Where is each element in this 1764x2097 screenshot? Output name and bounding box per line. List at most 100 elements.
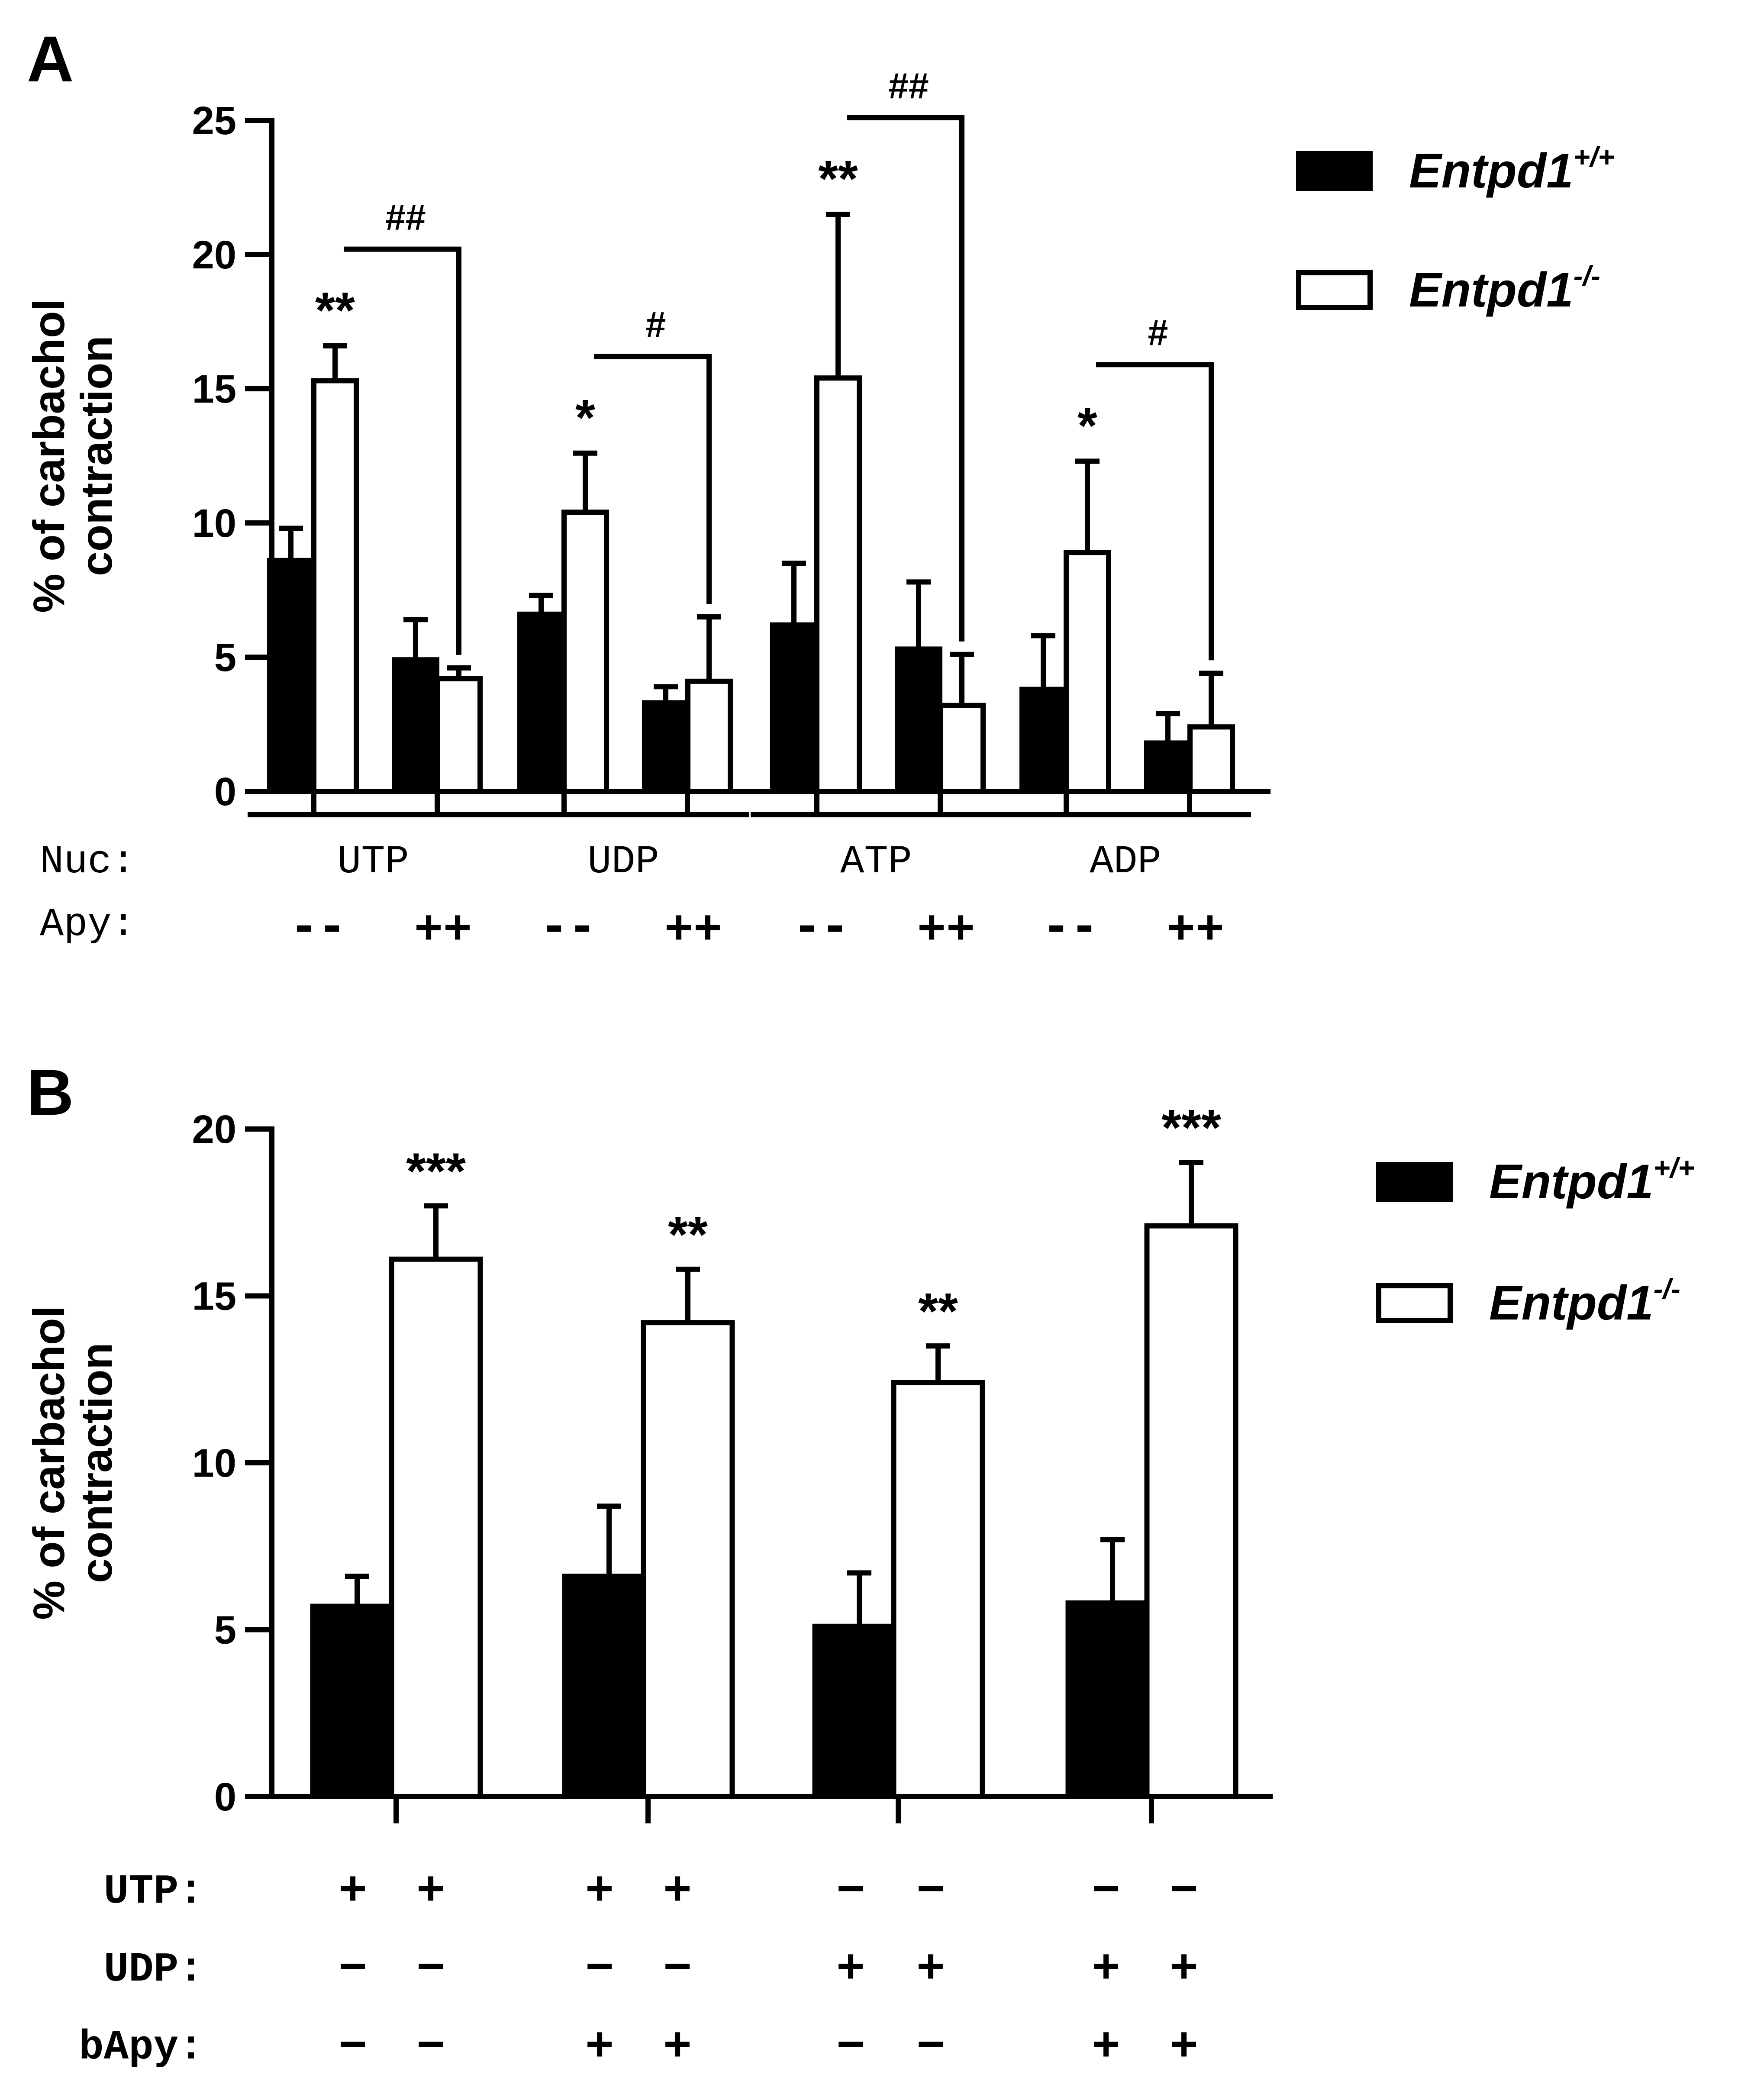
a-hash-label: # [646, 304, 666, 345]
a-bar [814, 375, 862, 794]
a-apy-sign: + [444, 900, 471, 952]
b-bar [310, 1603, 404, 1800]
panel-a-letter: A [27, 23, 74, 95]
b-condition-sign: − [339, 1939, 367, 1991]
a-hash-label: ## [385, 197, 426, 238]
b-bar [1144, 1223, 1238, 1800]
a-sig-star: ** [315, 282, 355, 339]
b-ytick-label: 10 [192, 1441, 236, 1485]
a-apy-sign: - [793, 900, 821, 952]
b-condition-sign: + [586, 2016, 613, 2069]
a-apy-sign: + [694, 900, 722, 952]
a-legend-label-wt: Entpd1+/+ [1409, 141, 1615, 198]
a-bar [895, 646, 942, 794]
a-apy-sign: + [947, 900, 974, 952]
a-hash-bracket [344, 246, 461, 655]
b-ytick-label: 20 [192, 1107, 236, 1152]
a-apy-sign: - [290, 900, 318, 952]
b-sig-star: *** [1161, 1099, 1221, 1156]
a-sig-star: ** [818, 150, 858, 207]
a-apy-row-label: Apy: [40, 902, 135, 947]
a-nuc-label: UDP [587, 839, 659, 884]
b-condition-sign: − [417, 2016, 445, 2069]
a-bar [435, 676, 483, 794]
b-condition-sign: − [837, 2016, 864, 2069]
b-condition-sign: + [417, 1861, 445, 1913]
b-condition-sign: + [837, 1939, 864, 1991]
a-apy-sign: + [1196, 900, 1224, 952]
b-legend-sup-ko: -/- [1654, 1273, 1680, 1305]
b-ylabel: % of carbacholcontraction [24, 1306, 121, 1620]
a-nuc-label: ATP [840, 839, 912, 884]
a-hash-label: # [1148, 312, 1168, 353]
b-ytick-label: 0 [214, 1775, 236, 1819]
a-apy-sign: - [319, 900, 346, 952]
b-legend-label-ko: Entpd1-/- [1489, 1273, 1680, 1330]
b-ylabel-line2: contraction [72, 1342, 121, 1583]
a-apy-sign: - [541, 900, 568, 952]
a-sig-star: * [575, 389, 595, 446]
b-condition-sign: − [586, 1939, 613, 1991]
a-apy-sign: + [665, 900, 693, 952]
b-sig-star: ** [668, 1206, 708, 1263]
a-ylabel: % of carbacholcontraction [24, 299, 121, 613]
a-apy-sign: + [918, 900, 945, 952]
a-legend-label-ko: Entpd1-/- [1409, 260, 1600, 317]
b-condition-sign: + [917, 1939, 945, 1991]
a-legend-sup-wt: +/+ [1574, 141, 1615, 173]
a-bar [770, 622, 818, 794]
b-condition-sign: − [917, 1861, 945, 1913]
a-ytick-label: 5 [214, 636, 236, 680]
b-condition-sign: − [1171, 1861, 1198, 1913]
a-apy-sign: + [1167, 900, 1195, 952]
b-condition-sign: − [339, 2016, 367, 2069]
a-apy-sign: - [1043, 900, 1070, 952]
b-ytick-label: 15 [192, 1274, 236, 1319]
a-ytick-label: 0 [214, 770, 236, 814]
b-sig-star: ** [918, 1283, 958, 1340]
panel-b-letter: B [27, 1056, 74, 1129]
a-bar [392, 657, 439, 794]
a-bar [1064, 550, 1111, 794]
b-condition-sign: − [1093, 1861, 1120, 1913]
a-bar [642, 700, 690, 794]
a-nuc-label: ADP [1090, 839, 1161, 884]
b-condition-label: bApy: [79, 2024, 203, 2071]
a-bar [1019, 687, 1067, 794]
a-hash-bracket [1096, 362, 1214, 661]
a-bar [685, 678, 733, 794]
a-ytick-label: 15 [192, 367, 236, 411]
a-bar [938, 703, 986, 794]
b-ytick-label: 5 [214, 1608, 236, 1652]
b-condition-label: UTP: [104, 1868, 203, 1915]
b-bar [812, 1623, 906, 1800]
b-legend-sup-wt: +/+ [1654, 1152, 1695, 1184]
a-bar [561, 510, 609, 794]
a-nuc-label: UTP [337, 839, 409, 884]
b-condition-sign: − [664, 1939, 691, 1991]
b-condition-sign: + [1093, 2016, 1120, 2069]
b-bar [891, 1380, 985, 1799]
b-bar [641, 1320, 735, 1799]
b-ylabel-line1: % of carbachol [24, 1306, 74, 1620]
a-apy-sign: - [1071, 900, 1098, 952]
b-condition-sign: − [417, 1939, 445, 1991]
b-condition-sign: + [664, 1861, 691, 1913]
b-legend-label-wt: Entpd1+/+ [1489, 1152, 1695, 1209]
a-bar [1187, 724, 1235, 794]
a-hash-bracket [594, 354, 712, 604]
a-apy-sign: - [569, 900, 596, 952]
b-sig-star: *** [406, 1142, 466, 1200]
a-sig-star: * [1077, 397, 1097, 454]
a-ylabel-line2: contraction [72, 336, 121, 576]
a-apy-sign: + [415, 900, 442, 952]
b-condition-sign: + [1171, 1939, 1198, 1991]
a-bar [517, 611, 565, 794]
a-ytick-label: 25 [192, 99, 236, 143]
a-bar [267, 558, 315, 794]
a-bar [1144, 740, 1192, 794]
a-ytick-label: 20 [192, 233, 236, 277]
